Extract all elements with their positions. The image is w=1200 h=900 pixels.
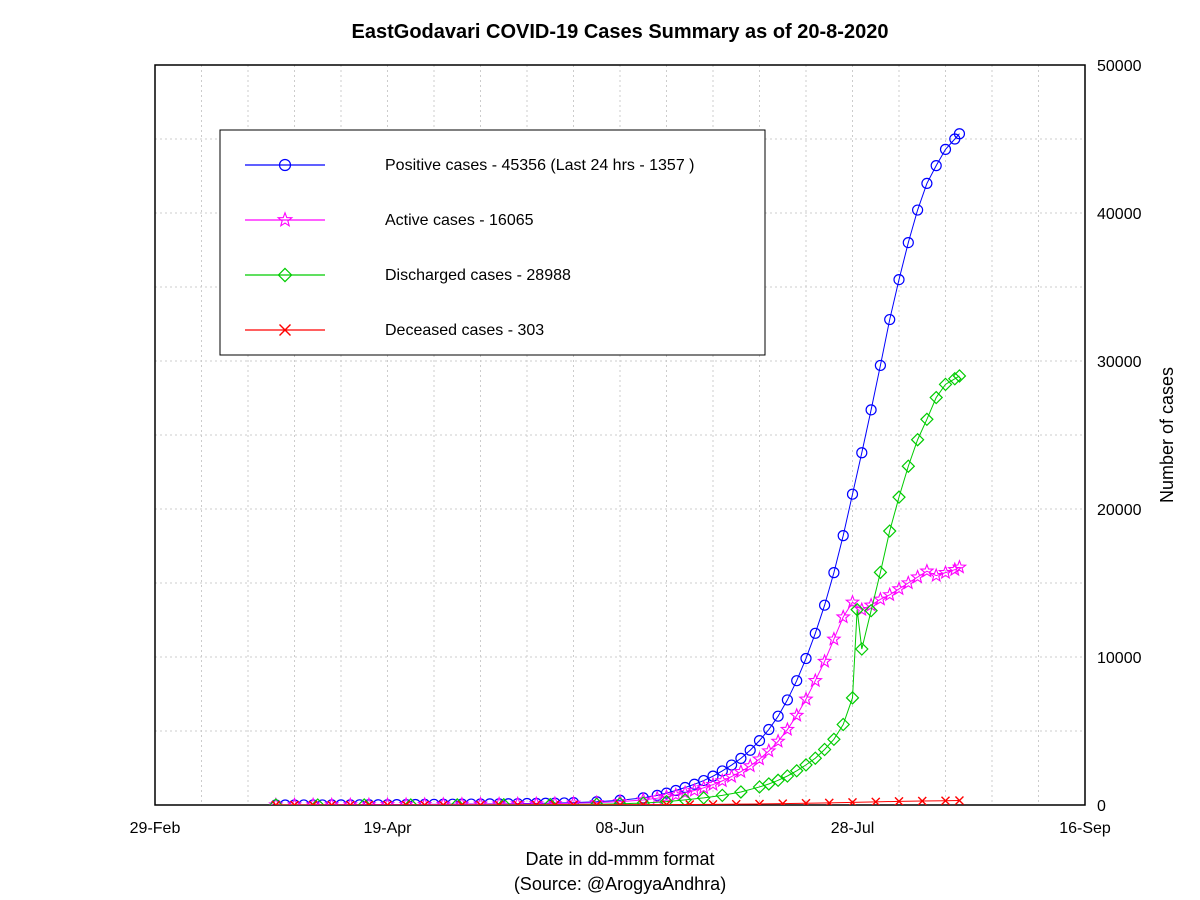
legend-label: Deceased cases - 303 <box>385 322 544 339</box>
series-line <box>276 376 960 805</box>
legend-label: Active cases - 16065 <box>385 212 534 229</box>
legend-label: Discharged cases - 28988 <box>385 267 571 284</box>
legend: Positive cases - 45356 (Last 24 hrs - 13… <box>220 130 765 355</box>
ytick-label: 0 <box>1097 798 1106 815</box>
ytick-label: 30000 <box>1097 354 1142 371</box>
series-active <box>270 561 966 811</box>
chart-container: EastGodavari COVID-19 Cases Summary as o… <box>0 0 1200 900</box>
x-axis-sublabel: (Source: @ArogyaAndhra) <box>514 874 726 894</box>
ytick-label: 50000 <box>1097 58 1142 75</box>
chart-svg: EastGodavari COVID-19 Cases Summary as o… <box>0 0 1200 900</box>
xtick-label: 29-Feb <box>130 820 181 837</box>
x-axis-label: Date in dd-mmm format <box>525 849 714 869</box>
xtick-label: 19-Apr <box>363 820 412 837</box>
series-discharged <box>270 370 966 811</box>
ytick-label: 20000 <box>1097 502 1142 519</box>
ytick-label: 40000 <box>1097 206 1142 223</box>
legend-label: Positive cases - 45356 (Last 24 hrs - 13… <box>385 157 695 174</box>
ytick-label: 10000 <box>1097 650 1142 667</box>
xtick-label: 28-Jul <box>831 820 875 837</box>
xtick-label: 08-Jun <box>596 820 645 837</box>
xtick-label: 16-Sep <box>1059 820 1111 837</box>
y-axis-label: Number of cases <box>1157 367 1177 503</box>
chart-title: EastGodavari COVID-19 Cases Summary as o… <box>352 21 889 43</box>
series-line <box>276 567 960 805</box>
